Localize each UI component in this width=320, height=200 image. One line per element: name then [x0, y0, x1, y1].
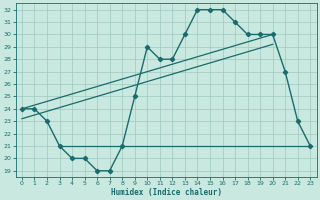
X-axis label: Humidex (Indice chaleur): Humidex (Indice chaleur): [111, 188, 221, 197]
